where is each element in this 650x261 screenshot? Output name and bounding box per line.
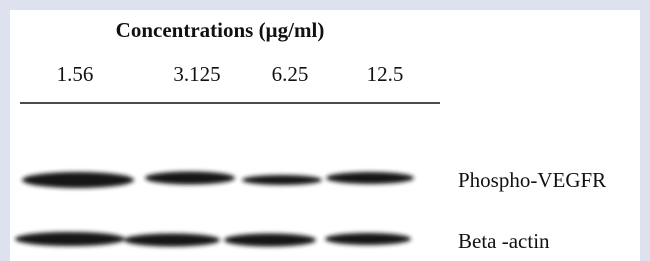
band [145,172,235,185]
title: Concentrations (µg/ml) [116,18,325,42]
band [124,234,220,247]
band [325,233,411,245]
panel [10,10,640,261]
figure: Concentrations (µg/ml) 1.56 3.125 6.25 1… [0,0,650,261]
band [22,172,134,188]
band [224,234,316,247]
blot-label: Beta -actin [458,229,550,253]
lane-label: 3.125 [173,62,220,86]
band [326,172,414,184]
blot-label: Phospho-VEGFR [458,168,606,192]
page: Concentrations (µg/ml) 1.56 3.125 6.25 1… [0,0,650,261]
band [242,175,322,185]
lane-label: 6.25 [272,62,309,86]
band [15,232,125,246]
lane-label: 12.5 [367,62,404,86]
lane-label: 1.56 [57,62,94,86]
